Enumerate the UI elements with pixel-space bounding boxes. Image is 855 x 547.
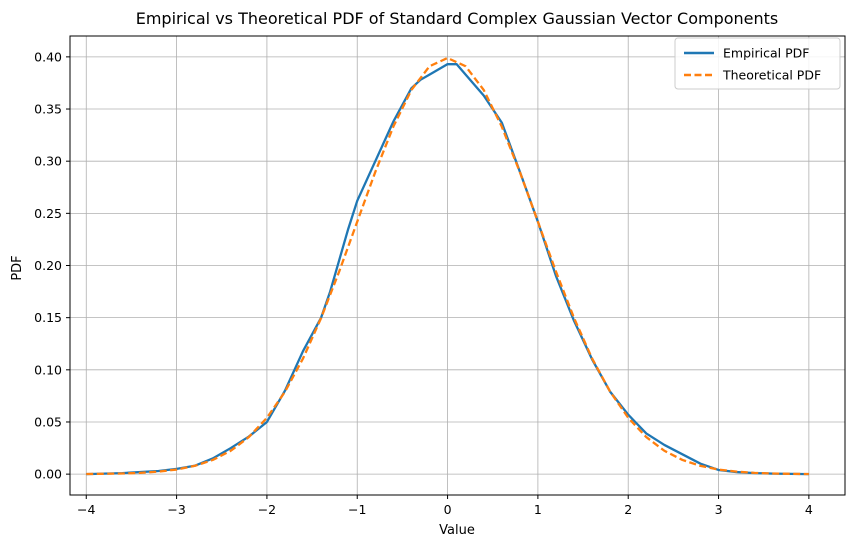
x-tick-label: −4 — [77, 502, 95, 517]
y-tick-label: 0.30 — [34, 154, 62, 169]
series-layer — [86, 56, 809, 476]
x-axis: −4 −3 −2 −1 0 1 2 3 4 — [77, 495, 813, 517]
y-tick-label: 0.15 — [34, 310, 62, 325]
x-axis-label: Value — [439, 523, 475, 538]
y-tick-label: 0.10 — [34, 362, 62, 377]
x-tick-label: −1 — [348, 502, 366, 517]
legend-label-empirical: Empirical PDF — [723, 46, 809, 61]
grid-lines — [70, 36, 845, 495]
x-tick-label: −3 — [167, 502, 185, 517]
x-tick-label: 0 — [444, 502, 452, 517]
chart-title: Empirical vs Theoretical PDF of Standard… — [136, 9, 779, 28]
y-tick-label: 0.00 — [34, 467, 62, 482]
legend: Empirical PDF Theoretical PDF — [674, 37, 841, 90]
series-line-theoretical — [86, 56, 809, 476]
x-tick-label: 2 — [624, 502, 632, 517]
legend-label-theoretical: Theoretical PDF — [722, 68, 821, 83]
x-tick-label: 4 — [805, 502, 813, 517]
y-tick-label: 0.40 — [34, 49, 62, 64]
legend-box — [674, 37, 841, 90]
y-axis: 0.00 0.05 0.10 0.15 0.20 0.25 0.30 0.35 0.40 — [34, 49, 70, 482]
x-tick-label: −2 — [258, 502, 276, 517]
y-tick-label: 0.20 — [34, 258, 62, 273]
x-tick-label: 3 — [715, 502, 723, 517]
y-tick-label: 0.25 — [34, 206, 62, 221]
y-axis-label: PDF — [10, 255, 25, 280]
x-tick-label: 1 — [534, 502, 542, 517]
y-tick-label: 0.05 — [34, 414, 62, 429]
y-tick-label: 0.35 — [34, 102, 62, 117]
